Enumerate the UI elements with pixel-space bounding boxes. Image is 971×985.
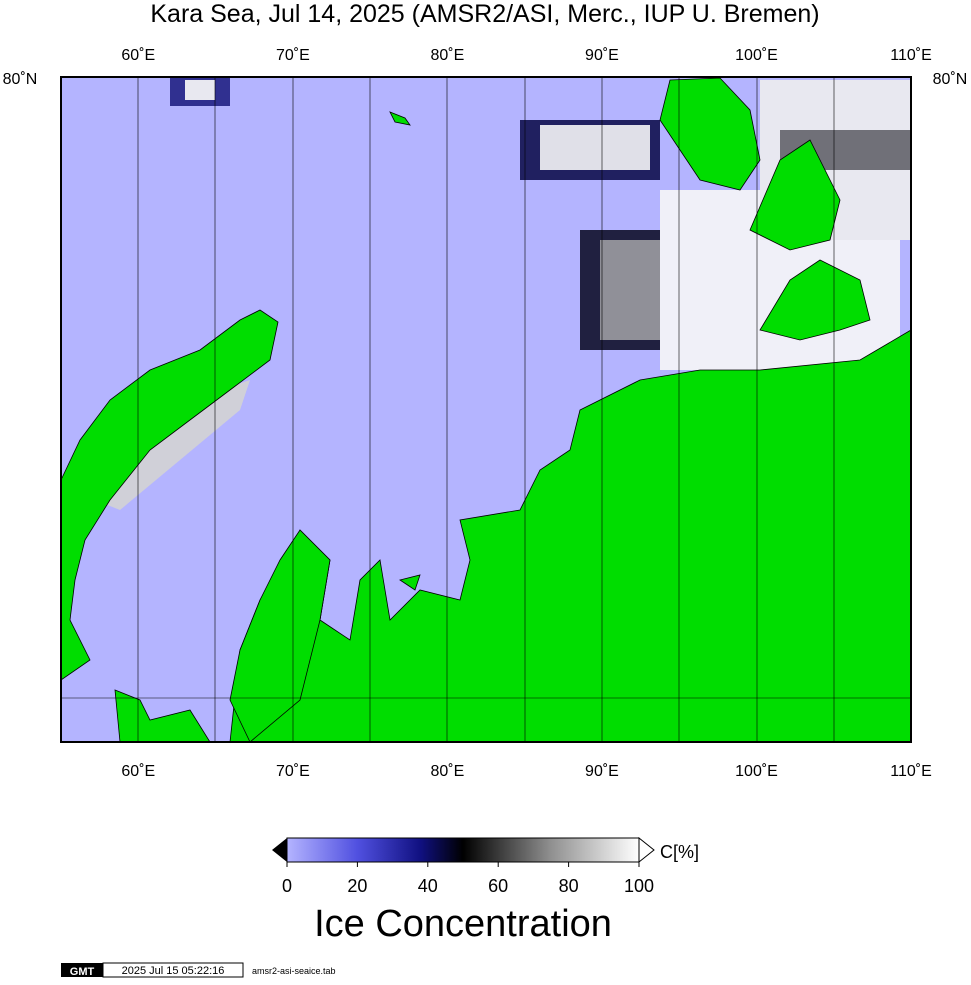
colorbar-tick-label: 20 [347,876,367,896]
lon-label-bottom: 80˚E [431,763,465,780]
lon-label-bottom: 70˚E [276,763,310,780]
lon-labels: 60˚E 60˚E 70˚E 70˚E 80˚E 80˚E 90˚E 90˚E 100˚E 100… [121,47,931,780]
logo: GMT [70,966,95,978]
lon-label-bottom: 100˚E [735,763,778,780]
colorbar-unit: C[%] [660,842,699,862]
map-area [61,77,911,742]
lon-label-bottom: 110˚E [890,763,932,780]
colorbar-title: Ice Concentration [314,903,612,945]
timestamp: 2025 Jul 15 05:22:16 [122,965,225,977]
lon-label-top: 80˚E [431,47,465,64]
logo-box [61,963,103,977]
colorbar-tick-label: 80 [559,876,579,896]
lon-label-top: 60˚E [121,47,155,64]
map-frame [60,76,912,743]
lon-label-top: 90˚E [585,47,619,64]
lon-label-bottom: 90˚E [585,763,619,780]
colorbar-tick-label: 0 [282,876,292,896]
graticule [61,77,911,742]
lon-label-top: 110˚E [890,47,932,64]
file-name: amsr2-asi-seaice.tab [252,966,336,976]
lat-label-left: 80˚N [3,71,38,88]
colorbar-ticks: 0 20 40 60 80 100 [282,862,654,896]
lat-label-right: 80˚N [933,71,968,88]
colorbar-tick-label: 100 [624,876,654,896]
colorbar-tick-label: 40 [418,876,438,896]
land [61,77,911,742]
colorbar-tick-label: 60 [488,876,508,896]
lon-label-top: 70˚E [276,47,310,64]
timestamp-box [102,962,244,978]
colorbar-over [638,836,655,864]
title: Kara Sea, Jul 14, 2025 (AMSR2/ASI, Merc.… [150,0,819,28]
colorbar [286,837,640,863]
lon-label-bottom: 60˚E [121,763,155,780]
colorbar-under [272,838,287,862]
lon-label-top: 100˚E [735,47,778,64]
